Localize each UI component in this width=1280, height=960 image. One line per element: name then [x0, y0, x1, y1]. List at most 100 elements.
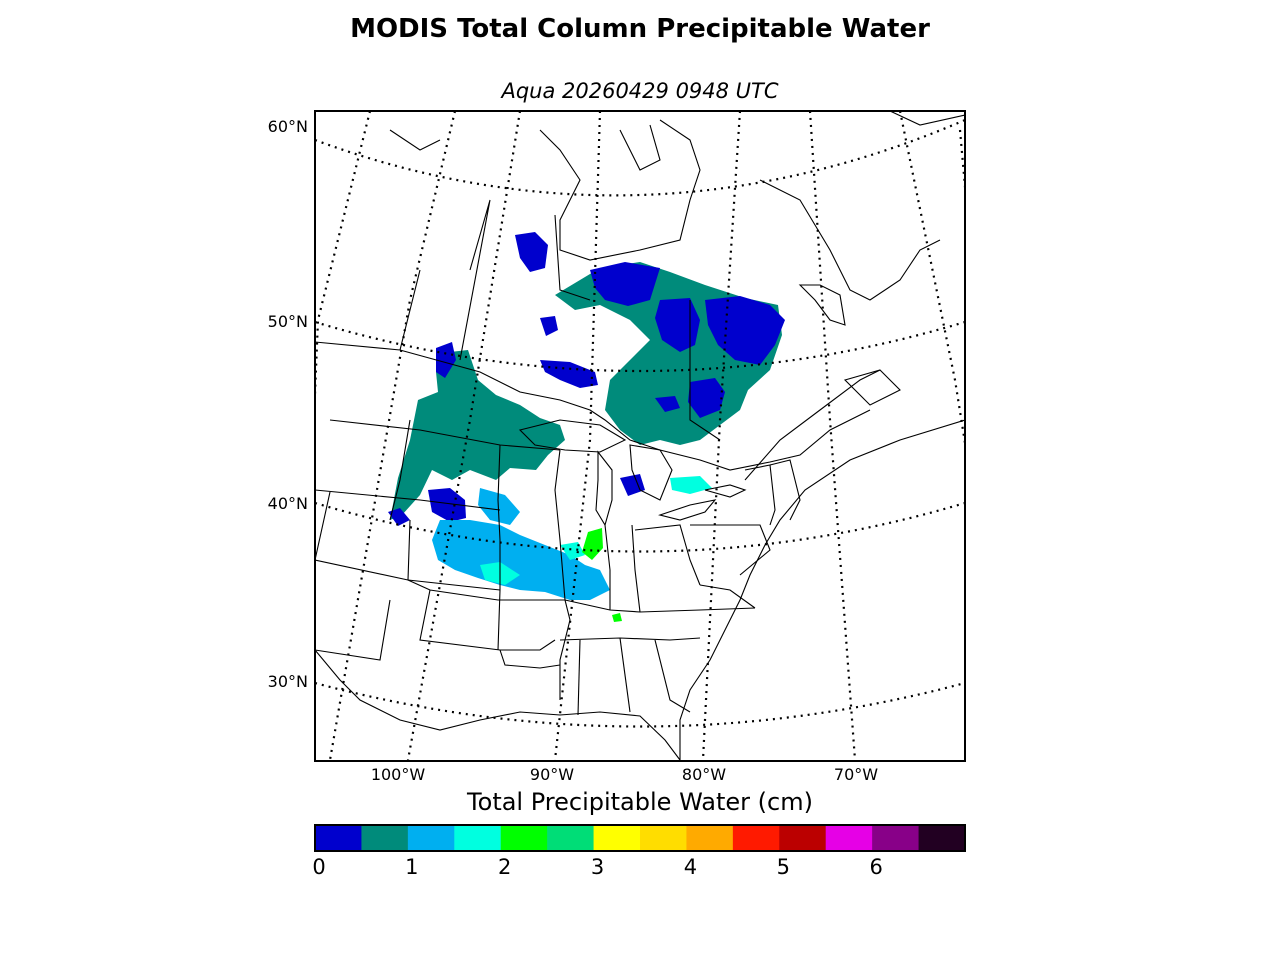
pw-region-cyan-2: [670, 476, 712, 494]
great-lakes-superior: [518, 419, 627, 453]
meridian-100w: [315, 111, 372, 421]
nova-scotia: [843, 369, 901, 406]
colorbar-swatch: [593, 825, 641, 851]
colorbar-swatch: [407, 825, 455, 851]
colorbar-border: [314, 824, 966, 852]
gulf-coastline: [315, 649, 681, 761]
meridian-70w: [701, 111, 742, 761]
meridian-60w: [808, 111, 857, 761]
lat-label-40n: 40°N: [267, 494, 308, 513]
state-line-19: [690, 524, 771, 576]
colorbar-tick-label: 2: [498, 855, 512, 879]
newfoundland: [798, 284, 846, 326]
state-line-17: [631, 524, 641, 613]
chart-title: MODIS Total Column Precipitable Water: [350, 14, 930, 44]
lat-label-50n: 50°N: [267, 312, 308, 331]
pw-region-blue-11: [620, 474, 645, 496]
pw-region-blue-5: [540, 360, 598, 388]
pw-region-teal-west: [390, 350, 565, 520]
precipitable-water-overlay: [388, 232, 785, 622]
colorbar-tick-label: 4: [683, 855, 698, 879]
arctic-coast: [889, 111, 965, 126]
lon-label-70w: 70°W: [833, 765, 879, 784]
colorbar-swatch: [640, 825, 687, 851]
colorbar-tick-label: 1: [405, 855, 419, 879]
colorbar-tick-label: 5: [776, 855, 790, 879]
meridian-80w: [553, 111, 602, 761]
state-line-14: [619, 637, 631, 713]
pw-region-blue-6: [688, 378, 725, 418]
pw-region-blue-1: [515, 232, 548, 272]
colorbar-swatch: [686, 825, 734, 851]
map-frame: [314, 110, 966, 762]
us-coastline-east: [679, 419, 965, 760]
colorbar-swatch: [872, 825, 920, 851]
pw-region-blue-10: [428, 488, 466, 522]
political-boundaries: [315, 111, 965, 761]
province-line-2: [399, 269, 421, 351]
colorbar-tick-label: 3: [590, 855, 605, 879]
pw-region-green-1: [582, 528, 603, 560]
chart-subtitle: Aqua 20260429 0948 UTC: [501, 79, 779, 103]
colorbar-swatch: [361, 825, 409, 851]
parallel-60n: [315, 118, 965, 197]
state-line-20: [699, 584, 756, 609]
state-line-18: [634, 524, 701, 586]
st-lawrence: [744, 369, 881, 481]
pw-region-blue-7: [655, 396, 680, 412]
state-line-3: [315, 489, 501, 511]
pw-region-blue-9: [436, 342, 456, 378]
great-lakes-ontario: [704, 484, 747, 498]
lon-label-80w: 80°W: [681, 765, 727, 784]
great-lakes-erie: [658, 499, 717, 521]
pw-region-cyan-3: [560, 542, 585, 560]
great-lakes-huron: [629, 444, 673, 501]
state-line-4: [315, 491, 501, 591]
graticule: [315, 111, 965, 761]
state-line-2: [329, 419, 561, 451]
great-lakes-michigan: [595, 450, 613, 527]
province-line-3: [554, 214, 591, 301]
lat-label-60n: 60°N: [267, 117, 308, 136]
meridian-50w: [898, 111, 965, 450]
parallel-50n: [315, 320, 965, 373]
hudson-islands-2: [389, 129, 441, 151]
state-line-11: [564, 599, 756, 613]
state-line-15: [654, 639, 691, 713]
lon-label-100w: 100°W: [370, 765, 426, 784]
colorbar-swatch: [825, 825, 873, 851]
province-line-4: [689, 300, 721, 441]
colorbar-swatch: [500, 825, 548, 851]
state-line-12: [559, 637, 701, 641]
pw-region-lightblue: [432, 520, 610, 600]
pw-region-green-2: [612, 613, 622, 622]
pw-region-blue-12: [388, 508, 410, 526]
state-line-21: [744, 464, 776, 526]
pw-region-blue-2: [590, 262, 660, 306]
hudson-bay-coast: [539, 119, 701, 261]
state-line-13: [577, 639, 581, 716]
lon-label-90w: 90°W: [529, 765, 575, 784]
colorbar-swatch: [315, 825, 362, 851]
province-line-1: [459, 199, 491, 361]
colorbar: [314, 824, 966, 852]
state-line-22: [769, 459, 801, 521]
state-line-6: [497, 444, 501, 651]
pw-region-blue-3: [705, 296, 785, 365]
state-line-9: [315, 599, 391, 661]
hudson-islands: [619, 124, 661, 171]
colorbar-tick-label: 0: [312, 855, 326, 879]
parallel-30n: [315, 681, 965, 728]
colorbar-swatch: [454, 825, 502, 851]
colorbar-title: Total Precipitable Water (cm): [467, 788, 813, 816]
meridian-40w: [958, 129, 965, 200]
colorbar-swatch: [547, 825, 595, 851]
pw-region-blue-8: [540, 316, 558, 336]
lat-label-30n: 30°N: [267, 672, 308, 691]
state-line-16: [604, 524, 611, 610]
labrador-coast: [759, 179, 941, 301]
state-line-1: [389, 419, 411, 521]
pw-region-blue-4: [655, 298, 700, 352]
parallel-40n: [315, 501, 965, 553]
